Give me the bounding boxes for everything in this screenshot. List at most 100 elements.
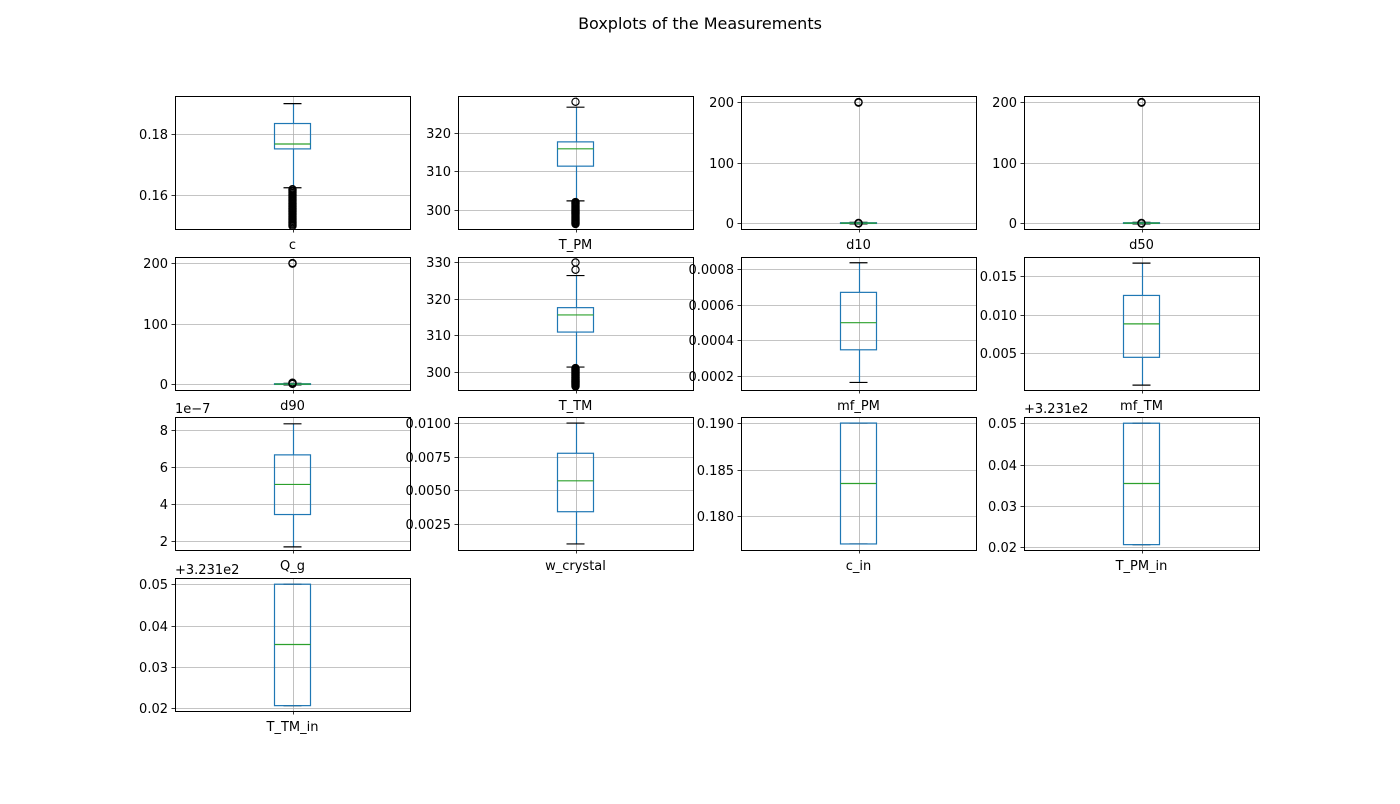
y-tick-label: 0.03 [139,661,168,676]
grid [1024,96,1259,229]
grid [458,417,693,550]
boxplot [556,258,595,390]
x-tick-label: mf_PM [837,399,880,414]
axes-frame [175,578,411,712]
flier-point [571,197,580,207]
y-tick-label: 100 [992,157,1017,172]
subplot-w_crystal: 0.0025 0.0050 0.0075 0.0100 w_crystal [406,417,694,574]
x-tick-label: c [289,238,296,253]
axes-frame [175,417,411,551]
axis-offset-label: +3.231e2 [1024,402,1088,417]
flier-point [288,185,297,194]
flier-point [571,97,580,106]
axes-frame [1024,417,1260,551]
subplot-Q_g: 2 4 6 8 Q_g 1e−7 [160,402,411,574]
subplot-T_PM_in: 0.02 0.03 0.04 0.05 T_PM_in +3.231e2 [988,402,1260,574]
boxplot [556,422,595,545]
subplot-d10: 0 100 200 d10 [709,96,977,253]
boxplot [1122,262,1161,386]
boxplot [839,262,878,384]
x-tick-label: d10 [846,238,871,253]
flier-point [1137,98,1146,107]
flier-point [1137,219,1146,228]
subplot-c: 0.16 0.18 c [139,96,411,253]
figure-title: Boxplots of the Measurements [578,14,822,33]
y-tick-label: 200 [709,96,734,111]
boxplot [273,423,312,548]
y-tick-label: 0.0050 [406,484,452,499]
box-iqr [556,307,595,333]
boxplot [1122,97,1161,228]
grid [458,257,693,390]
axes-frame [741,417,977,551]
box-iqr [556,141,595,167]
box-iqr [556,452,595,513]
y-tick-label: 310 [426,165,451,180]
axis-offset-label: +3.231e2 [175,563,239,578]
flier-point [854,98,863,107]
grid [741,257,976,390]
grid [175,417,410,550]
axes-frame [175,96,411,230]
y-tick-label: 300 [426,366,451,381]
y-tick-label: 200 [992,96,1017,111]
axes-frame [1024,257,1260,391]
boxplot [273,258,312,389]
x-tick-label: Q_g [280,559,305,574]
y-tick-label: 0.010 [980,309,1017,324]
x-tick-label: T_TM_in [266,720,319,735]
y-tick-label: 0.190 [697,417,734,432]
subplot-T_TM_in: 0.02 0.03 0.04 0.05 T_TM_in +3.231e2 [139,563,411,735]
y-tick-label: 0.05 [988,417,1017,432]
boxplot [839,97,878,228]
y-tick-label: 320 [426,293,451,308]
y-tick-label: 310 [426,329,451,344]
x-tick-label: T_TM [558,399,593,414]
x-tick-label: c_in [846,559,872,574]
y-tick-label: 320 [426,127,451,142]
box-iqr [273,122,312,150]
y-tick-label: 0.03 [988,500,1017,515]
y-tick-label: 0 [1009,217,1017,232]
subplot-c_in: 0.180 0.185 0.190 c_in [697,417,977,574]
axes-frame [741,96,977,230]
subplot-mf_TM: 0.005 0.010 0.015 mf_TM [980,257,1260,414]
y-tick-label: 0.0006 [689,299,735,314]
flier-point [571,363,580,373]
x-tick-label: mf_TM [1120,399,1163,414]
y-tick-label: 0.16 [139,189,168,204]
y-tick-label: 0.05 [139,578,168,593]
box-iqr [839,291,878,351]
y-tick-label: 6 [160,461,168,476]
y-tick-label: 200 [143,257,168,272]
y-tick-label: 0.185 [697,464,734,479]
y-tick-label: 4 [160,498,168,513]
y-tick-label: 8 [160,424,168,439]
boxplot [273,103,312,229]
y-tick-label: 100 [143,318,168,333]
axes-frame [458,417,694,551]
boxplot [839,422,878,545]
axes-frame [1024,96,1260,230]
axis-offset-label: 1e−7 [175,402,210,417]
x-tick-label: d50 [1129,238,1154,253]
axes-frame [741,257,977,391]
flier-point [854,219,863,228]
y-tick-label: 0.0004 [689,334,735,349]
grid [175,257,410,390]
subplot-d90: 0 100 200 d90 [143,257,411,414]
subplot-T_PM: 300 310 320 T_PM [426,96,694,253]
axes-frame [458,257,694,391]
subplot-T_TM: 300 310 320 330 T_TM [426,256,694,414]
axes-frame [458,96,694,230]
subplot-d50: 0 100 200 d50 [992,96,1260,253]
box-iqr [1122,294,1161,358]
y-tick-label: 0.0002 [689,370,735,385]
subplot-mf_PM: 0.0002 0.0004 0.0006 0.0008 mf_PM [689,257,977,414]
x-tick-label: w_crystal [545,559,606,574]
y-tick-label: 0.04 [139,620,168,635]
y-tick-label: 0.18 [139,128,168,143]
flier-point [288,379,297,389]
y-tick-label: 0 [726,217,734,232]
